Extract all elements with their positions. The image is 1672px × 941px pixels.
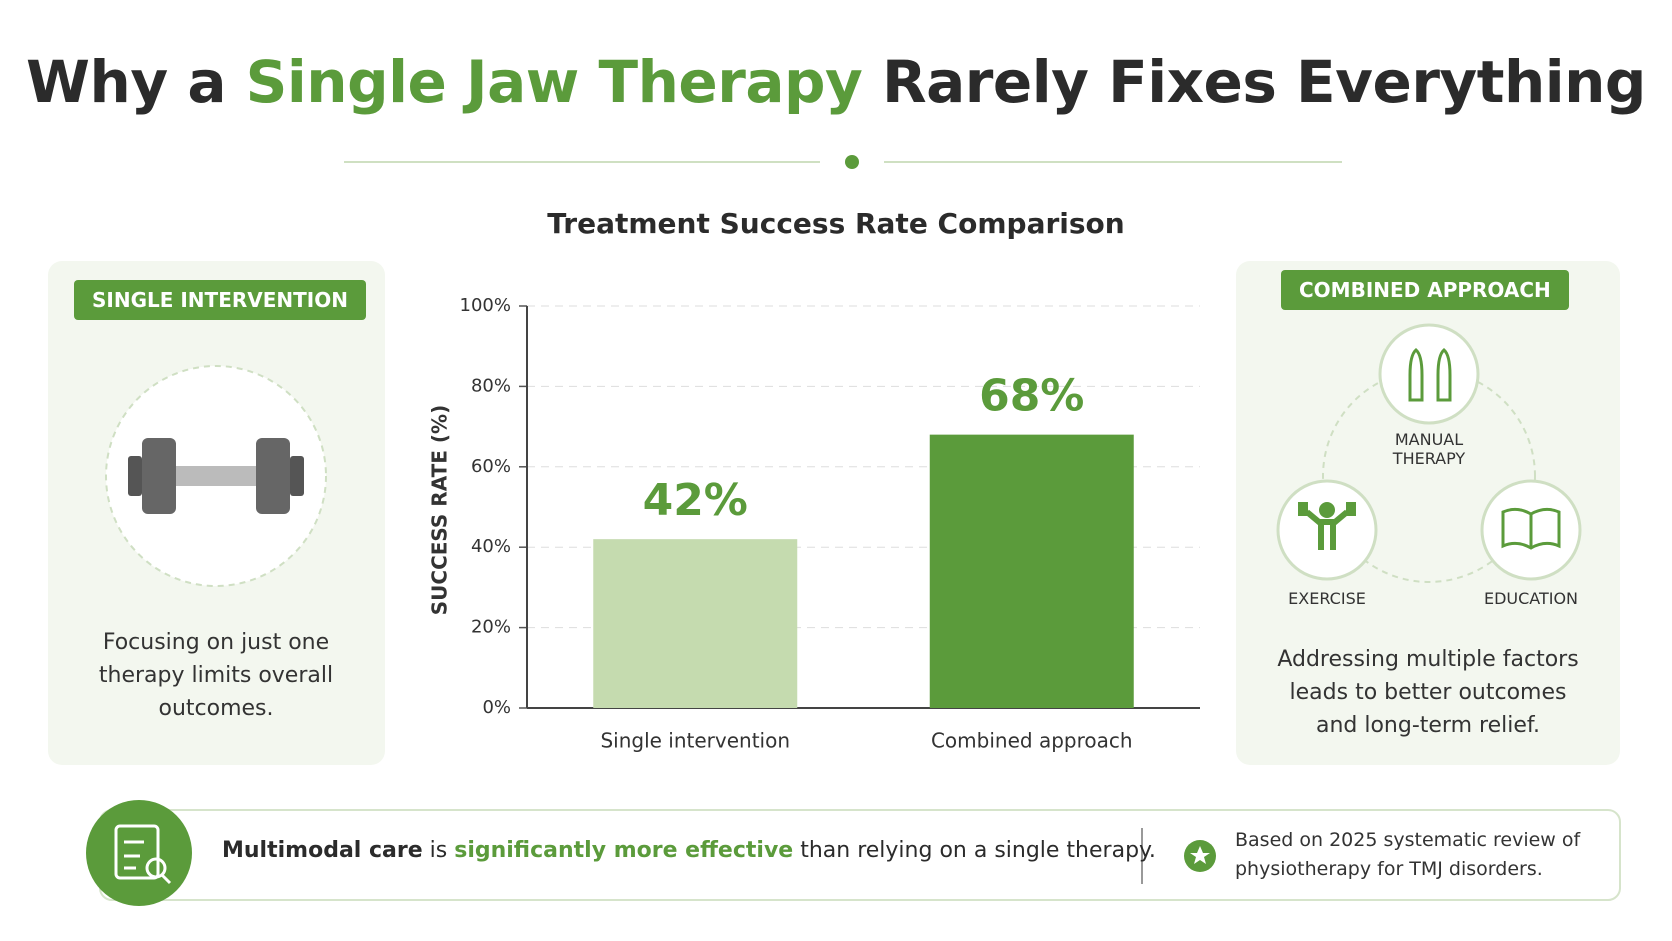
y-tick-label: 40%	[471, 536, 511, 557]
panel-text: Focusing on just one therapy limits over…	[98, 630, 334, 721]
y-axis-label: SUCCESS RATE (%)	[428, 405, 452, 615]
badge: SINGLE INTERVENTION	[74, 280, 366, 320]
value-label: 68%	[979, 371, 1084, 422]
x-tick-label: Combined approach	[931, 729, 1133, 753]
footer-source: Based on 2025 systematic review of physi…	[1235, 829, 1581, 880]
right-panel	[1236, 261, 1620, 765]
badge: COMBINED APPROACH	[1281, 270, 1569, 310]
education-icon	[1480, 479, 1582, 581]
item-label: EDUCATION	[1483, 589, 1579, 608]
y-tick-label: 100%	[460, 295, 511, 316]
x-tick-label: Single intervention	[600, 729, 790, 753]
bar	[593, 539, 798, 708]
manual-icon	[1378, 323, 1480, 425]
footer-icon	[86, 800, 192, 906]
y-tick-label: 60%	[471, 456, 511, 477]
item-label: EXERCISE	[1288, 589, 1366, 608]
bar	[929, 434, 1134, 708]
exercise-icon	[1276, 479, 1378, 581]
title: Why a Single Jaw Therapy Rarely Fixes Ev…	[0, 48, 1672, 116]
value-label: 42%	[643, 475, 748, 526]
title-part: Rarely Fixes Everything	[862, 48, 1646, 116]
footer-part: than relying on a single therapy.	[793, 838, 1156, 863]
title-part: Single Jaw Therapy	[245, 48, 863, 116]
divider-dot	[845, 155, 859, 169]
chart-title: Treatment Success Rate Comparison	[547, 207, 1125, 240]
panel-text: Addressing multiple factors leads to bet…	[1277, 647, 1579, 738]
item-label: MANUAL THERAPY	[1392, 430, 1466, 468]
y-tick-label: 0%	[482, 697, 511, 718]
star	[1190, 846, 1210, 864]
footer-text: Multimodal care is significantly more ef…	[222, 838, 1156, 863]
dumbbell-icon	[128, 438, 304, 514]
clipboard-icon	[114, 824, 172, 885]
footer-part: is	[422, 838, 455, 863]
y-tick-label: 80%	[471, 375, 511, 396]
y-tick-label: 20%	[471, 617, 511, 638]
footer-part: Multimodal care	[222, 838, 423, 863]
title-part: Why a	[26, 48, 246, 116]
footer-part: significantly more effective	[454, 838, 794, 863]
